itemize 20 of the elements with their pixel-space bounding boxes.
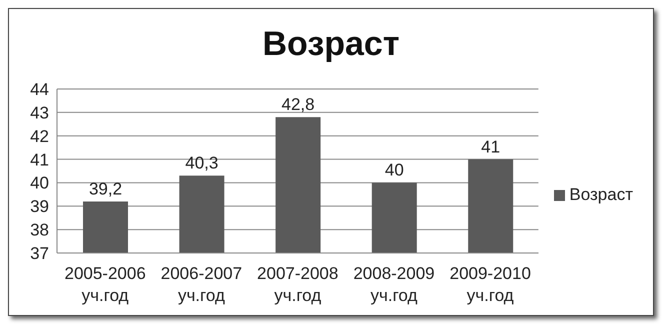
y-tick-label: 40 [30, 174, 49, 193]
y-tick-label: 39 [30, 197, 49, 216]
x-tick-label: 2007-2008 уч.год [257, 264, 338, 305]
chart-title: Возраст [261, 25, 400, 65]
x-tick-label: 2005-2006 уч.год [64, 264, 146, 305]
legend-label: Возраст [569, 185, 633, 204]
y-tick-label: 43 [30, 103, 49, 122]
data-label: 41 [481, 137, 500, 156]
y-tick-label: 38 [30, 220, 49, 240]
data-label: 39,2 [88, 179, 122, 198]
x-tick-label: 2009-2010 уч.год [450, 264, 531, 305]
y-tick-label: 44 [30, 80, 49, 100]
y-tick-label: 42 [30, 126, 49, 146]
data-label: 40,3 [185, 154, 218, 173]
x-tick-label: 2006-2007 уч.год [160, 264, 242, 305]
y-tick-label: 37 [30, 244, 49, 264]
data-label: 42,8 [282, 95, 315, 114]
x-tick-label: 2008-2009 уч.год [353, 264, 435, 305]
data-label: 40 [384, 160, 404, 180]
y-tick-label: 41 [30, 150, 49, 170]
